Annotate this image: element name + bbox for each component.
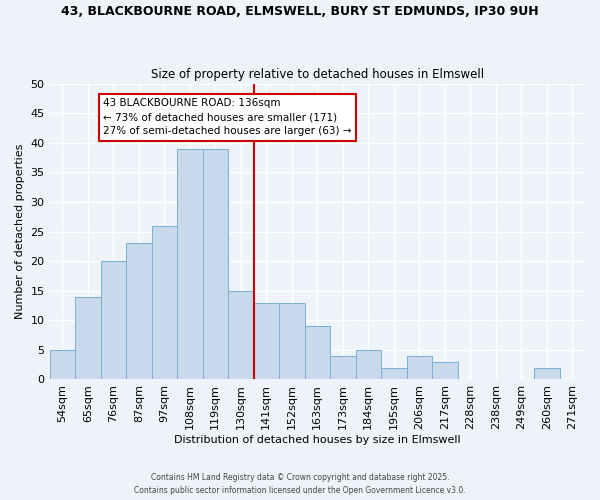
Bar [203, 148, 228, 380]
Bar [101, 261, 126, 380]
Bar [432, 362, 458, 380]
Bar [228, 290, 254, 380]
Y-axis label: Number of detached properties: Number of detached properties [15, 144, 25, 319]
Bar [50, 350, 75, 380]
Bar [254, 302, 279, 380]
Bar [177, 148, 203, 380]
Bar [356, 350, 381, 380]
Text: 43, BLACKBOURNE ROAD, ELMSWELL, BURY ST EDMUNDS, IP30 9UH: 43, BLACKBOURNE ROAD, ELMSWELL, BURY ST … [61, 5, 539, 18]
Bar [381, 368, 407, 380]
Bar [152, 226, 177, 380]
Text: Contains HM Land Registry data © Crown copyright and database right 2025.
Contai: Contains HM Land Registry data © Crown c… [134, 474, 466, 495]
Bar [305, 326, 330, 380]
X-axis label: Distribution of detached houses by size in Elmswell: Distribution of detached houses by size … [174, 435, 461, 445]
Bar [534, 368, 560, 380]
Bar [75, 296, 101, 380]
Bar [330, 356, 356, 380]
Bar [279, 302, 305, 380]
Text: 43 BLACKBOURNE ROAD: 136sqm
← 73% of detached houses are smaller (171)
27% of se: 43 BLACKBOURNE ROAD: 136sqm ← 73% of det… [103, 98, 352, 136]
Title: Size of property relative to detached houses in Elmswell: Size of property relative to detached ho… [151, 68, 484, 81]
Bar [126, 244, 152, 380]
Bar [407, 356, 432, 380]
